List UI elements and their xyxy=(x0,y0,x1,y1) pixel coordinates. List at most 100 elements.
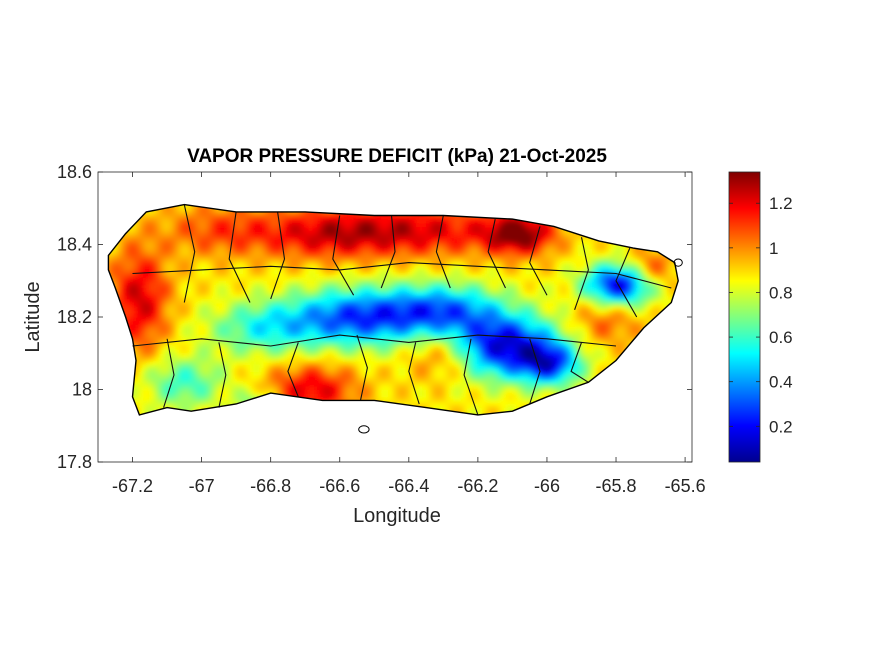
vpd-cell xyxy=(291,306,296,311)
vpd-cell xyxy=(243,349,248,354)
vpd-cell xyxy=(277,364,282,369)
vpd-cell xyxy=(243,244,248,249)
vpd-cell xyxy=(125,259,130,264)
vpd-cell xyxy=(142,284,147,289)
vpd-cell xyxy=(115,280,120,285)
vpd-cell xyxy=(287,335,292,340)
vpd-cell xyxy=(177,240,182,246)
vpd-cell xyxy=(267,364,272,369)
vpd-cell xyxy=(135,371,141,376)
vpd-cell xyxy=(142,385,147,391)
vpd-cell xyxy=(325,393,330,398)
vpd-cell xyxy=(363,302,368,307)
vpd-cell xyxy=(218,248,223,253)
vpd-cell xyxy=(363,342,368,347)
vpd-cell xyxy=(315,327,320,333)
vpd-cell xyxy=(363,259,368,264)
vpd-cell xyxy=(232,400,237,405)
vpd-cell xyxy=(319,255,324,260)
vpd-cell xyxy=(184,244,189,249)
vpd-cell xyxy=(198,335,203,340)
vpd-cell xyxy=(142,219,147,224)
vpd-cell xyxy=(325,226,330,231)
vpd-cell xyxy=(319,342,324,347)
vpd-cell xyxy=(325,215,330,220)
vpd-cell xyxy=(160,255,165,260)
vpd-cell xyxy=(274,273,279,278)
vpd-cell xyxy=(263,382,268,387)
vpd-cell xyxy=(184,273,189,278)
vpd-cell xyxy=(315,360,320,365)
vpd-cell xyxy=(308,248,313,253)
vpd-cell xyxy=(291,385,296,391)
vpd-cell xyxy=(153,364,158,369)
vpd-cell xyxy=(294,219,299,224)
vpd-cell xyxy=(284,317,289,322)
vpd-cell xyxy=(294,284,299,289)
vpd-cell xyxy=(211,378,217,383)
vpd-cell xyxy=(301,356,306,362)
vpd-cell xyxy=(287,320,292,325)
vpd-cell xyxy=(215,266,220,271)
vpd-cell xyxy=(350,306,355,311)
vpd-cell xyxy=(329,367,334,372)
vpd-cell xyxy=(142,306,147,311)
vpd-cell xyxy=(360,280,365,285)
vpd-cell xyxy=(187,378,192,383)
vpd-cell xyxy=(312,338,317,343)
vpd-cell xyxy=(108,269,113,275)
vpd-cell xyxy=(298,230,303,235)
vpd-cell xyxy=(222,335,227,340)
vpd-cell xyxy=(270,269,275,275)
vpd-cell xyxy=(225,400,230,405)
vpd-cell xyxy=(305,251,310,256)
vpd-cell xyxy=(149,367,154,372)
vpd-cell xyxy=(367,306,372,311)
vpd-cell xyxy=(191,382,196,387)
vpd-cell xyxy=(246,226,251,231)
vpd-cell xyxy=(139,266,144,271)
vpd-cell xyxy=(281,280,286,285)
vpd-cell xyxy=(357,375,362,380)
vpd-cell xyxy=(301,284,306,289)
vpd-cell xyxy=(135,317,141,322)
vpd-cell xyxy=(167,371,172,376)
vpd-cell xyxy=(260,262,265,267)
vpd-cell xyxy=(163,211,168,217)
vpd-cell xyxy=(353,389,358,394)
vpd-cell xyxy=(336,277,341,282)
vpd-cell xyxy=(167,222,172,227)
vpd-cell xyxy=(184,313,189,318)
vpd-cell xyxy=(187,356,192,362)
vpd-cell xyxy=(132,335,137,340)
vpd-cell xyxy=(287,385,292,391)
vpd-cell xyxy=(350,360,355,365)
vpd-cell xyxy=(177,346,182,351)
vpd-cell xyxy=(260,237,265,242)
vpd-cell xyxy=(205,280,210,285)
vpd-cell xyxy=(305,327,310,333)
vpd-cell xyxy=(163,338,168,343)
vpd-cell xyxy=(274,309,279,314)
vpd-cell xyxy=(160,288,165,293)
vpd-cell xyxy=(298,255,303,260)
vpd-cell xyxy=(232,338,237,343)
vpd-cell xyxy=(308,262,313,267)
vpd-cell xyxy=(343,327,348,333)
vpd-cell xyxy=(225,284,230,289)
vpd-cell xyxy=(111,251,116,256)
vpd-cell xyxy=(277,211,282,217)
vpd-cell xyxy=(135,244,141,249)
vpd-cell xyxy=(198,320,203,325)
vpd-cell xyxy=(243,309,248,314)
vpd-cell xyxy=(135,400,141,405)
vpd-cell xyxy=(198,400,203,405)
vpd-cell xyxy=(191,342,196,347)
vpd-cell xyxy=(194,331,199,336)
vpd-cell xyxy=(243,313,248,318)
vpd-cell xyxy=(132,244,137,249)
vpd-cell xyxy=(239,255,244,260)
vpd-cell xyxy=(243,230,248,235)
vpd-cell xyxy=(163,393,168,398)
vpd-cell xyxy=(122,291,127,296)
